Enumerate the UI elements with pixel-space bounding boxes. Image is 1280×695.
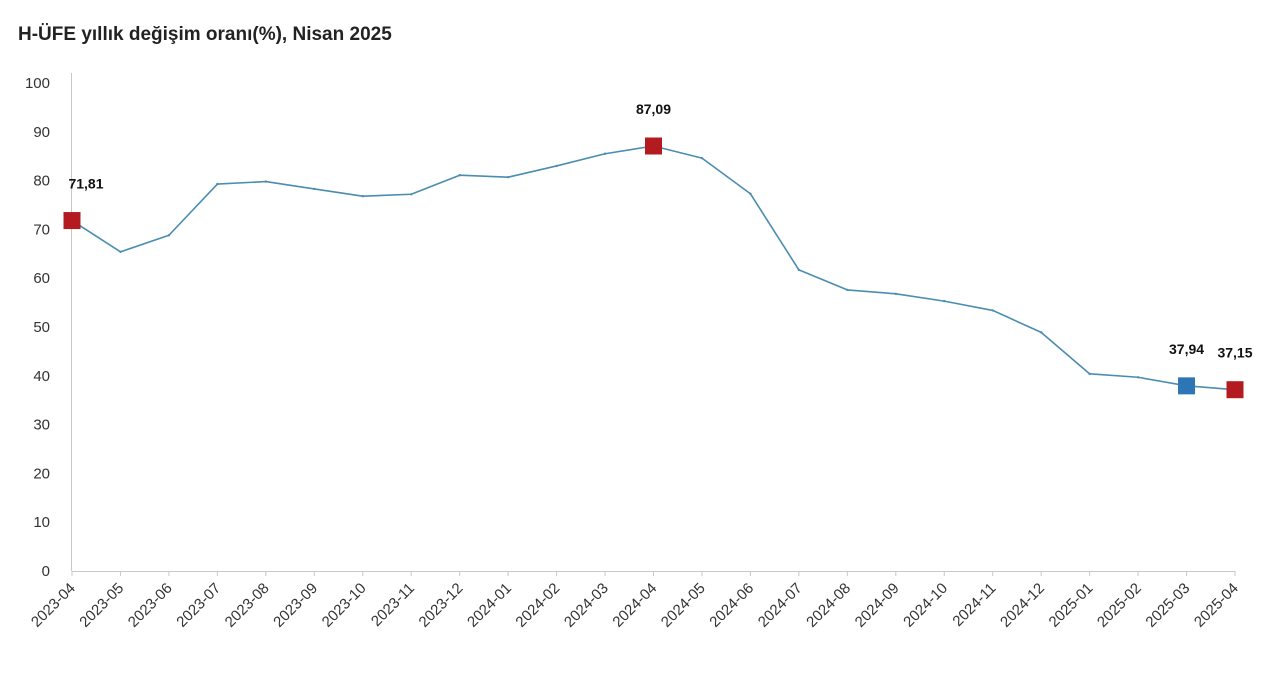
x-tick-label: 2024-10: [900, 580, 951, 631]
data-point: [506, 175, 510, 179]
data-point: [410, 193, 413, 196]
chart-title: H-ÜFE yıllık değişim oranı(%), Nisan 202…: [18, 24, 392, 45]
data-point: [749, 192, 752, 195]
y-tick-label: 80: [33, 173, 50, 190]
highlight-marker: [645, 137, 662, 155]
x-tick-label: 2024-05: [658, 580, 709, 631]
series-layer: [70, 144, 1237, 391]
data-point: [1136, 376, 1140, 379]
highlight-marker: [1178, 377, 1196, 395]
x-tick-label: 2024-09: [852, 580, 903, 631]
data-point: [1088, 372, 1091, 376]
data-point: [555, 164, 558, 168]
x-tick-label: 2024-12: [997, 580, 1048, 631]
data-point: [894, 292, 897, 296]
x-tick-label: 2023-12: [416, 580, 467, 631]
data-point: [991, 309, 994, 312]
highlight-marker: [1226, 381, 1244, 399]
x-tick-label: 2024-06: [706, 580, 757, 631]
x-tick-label: 2023-07: [173, 580, 224, 631]
x-tick-label: 2024-03: [561, 580, 612, 631]
x-tick-label: 2024-01: [464, 580, 515, 631]
y-tick-label: 20: [33, 465, 50, 482]
y-tick-label: 60: [33, 270, 50, 287]
y-tick-label: 90: [33, 124, 50, 141]
data-point: [700, 156, 704, 160]
x-tick-label: 2024-02: [512, 580, 563, 631]
x-tick-label: 2023-10: [319, 580, 370, 631]
axis-layer: 01020304050607080901002023-042023-052023…: [25, 73, 1242, 631]
series-line: [71, 145, 1236, 391]
x-tick-label: 2025-04: [1191, 580, 1242, 631]
x-tick-label: 2024-11: [949, 580, 999, 630]
data-label: 71,81: [68, 176, 103, 192]
x-tick-label: 2024-08: [803, 580, 854, 631]
data-point: [264, 180, 268, 183]
x-tick-label: 2023-05: [76, 580, 127, 631]
y-tick-label: 30: [33, 417, 50, 434]
x-tick-label: 2023-06: [125, 580, 176, 631]
data-point: [1039, 331, 1043, 334]
x-tick-label: 2023-09: [270, 580, 321, 631]
data-label: 37,94: [1169, 341, 1204, 357]
data-point: [797, 268, 801, 272]
data-point: [603, 152, 607, 155]
x-tick-label: 2025-02: [1094, 580, 1145, 631]
x-tick-label: 2023-11: [368, 580, 418, 630]
data-point: [458, 174, 461, 177]
y-tick-label: 0: [42, 563, 50, 580]
x-tick-label: 2024-04: [609, 580, 660, 631]
y-tick-label: 10: [33, 514, 50, 531]
y-tick-label: 100: [25, 75, 50, 92]
data-point: [216, 182, 219, 186]
y-tick-label: 50: [33, 319, 50, 336]
data-label: 37,15: [1217, 345, 1252, 361]
data-point: [846, 288, 849, 292]
y-tick-label: 70: [33, 221, 50, 238]
data-label: 87,09: [636, 101, 671, 117]
marker-layer: 71,81 87,09 37,94 37,15: [63, 101, 1253, 399]
data-point: [943, 299, 946, 303]
data-point: [313, 187, 316, 191]
highlight-marker: [63, 212, 81, 230]
x-tick-label: 2024-07: [755, 580, 806, 631]
y-tick-label: 40: [33, 368, 50, 385]
data-point: [167, 234, 171, 237]
x-tick-label: 2025-01: [1045, 580, 1096, 631]
data-point: [119, 250, 122, 254]
x-tick-label: 2025-03: [1142, 580, 1193, 631]
x-tick-label: 2023-08: [222, 580, 273, 631]
x-tick-label: 2023-04: [28, 580, 79, 631]
data-point: [361, 195, 364, 198]
